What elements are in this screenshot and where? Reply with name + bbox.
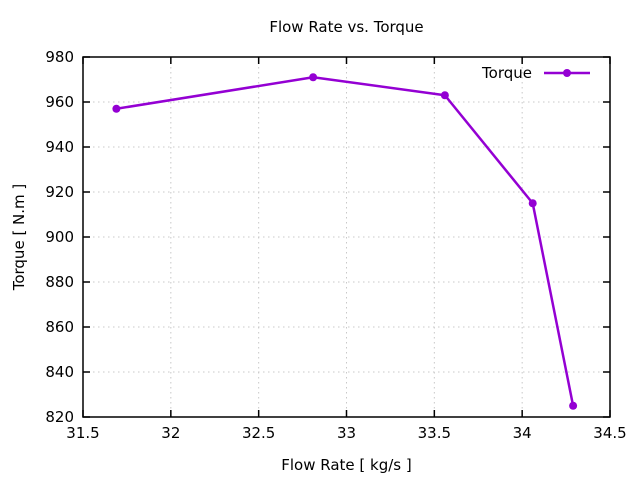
data-point-marker xyxy=(309,73,318,82)
data-point-marker xyxy=(112,104,121,113)
x-axis-title: Flow Rate [ kg/s ] xyxy=(281,456,412,474)
y-tick-label: 900 xyxy=(45,228,74,246)
y-tick-label: 840 xyxy=(45,363,74,381)
y-tick-label: 920 xyxy=(45,183,74,201)
data-point-marker xyxy=(440,91,449,100)
y-tick-label: 940 xyxy=(45,138,74,156)
y-tick-label: 960 xyxy=(45,93,74,111)
series-line xyxy=(115,76,575,407)
x-tick-label: 33 xyxy=(337,424,356,442)
legend-sample-marker xyxy=(563,69,571,77)
data-point-marker xyxy=(528,199,537,208)
y-tick-label: 820 xyxy=(45,408,74,426)
x-tick-label: 34 xyxy=(513,424,532,442)
y-tick-label: 880 xyxy=(45,273,74,291)
legend: Torque xyxy=(482,63,592,83)
legend-series-label: Torque xyxy=(482,64,532,82)
data-point-marker xyxy=(569,401,578,410)
x-tick-label: 32 xyxy=(161,424,180,442)
legend-line-sample-icon xyxy=(544,69,590,77)
x-tick-label: 31.5 xyxy=(66,424,99,442)
x-tick-label: 32.5 xyxy=(242,424,275,442)
y-tick-label: 980 xyxy=(45,48,74,66)
y-tick-label: 860 xyxy=(45,318,74,336)
chart-title: Flow Rate vs. Torque xyxy=(269,18,424,36)
x-tick-label: 33.5 xyxy=(418,424,451,442)
x-tick-label: 34.5 xyxy=(593,424,626,442)
